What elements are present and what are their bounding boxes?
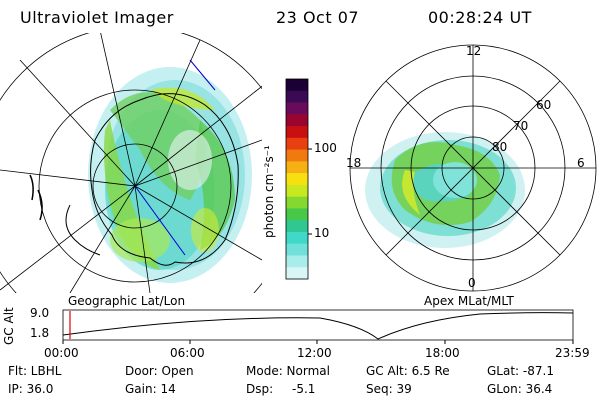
colorbar (285, 78, 312, 280)
mlat-label-80: 80 (492, 140, 508, 154)
mlt-label-0: 0 (468, 276, 476, 290)
colorbar-segment (286, 102, 308, 115)
status-glon: GLon: 36.4 (487, 382, 553, 396)
colorbar-tick-10: 10 (314, 226, 330, 240)
status-filter: Flt: LBHL (8, 364, 62, 378)
colorbar-segment (286, 126, 308, 139)
time-label: 00:28:24 UT (428, 8, 532, 27)
timeline-xtick-2359: 23:59 (555, 346, 590, 360)
right-mlat-grid (349, 44, 597, 292)
mlat-label-70: 70 (513, 119, 529, 133)
timeline-ytick-bottom: 1.8 (30, 326, 50, 340)
terminator-line (134, 185, 186, 256)
colorbar-segment (286, 79, 308, 92)
status-dsp-label: Dsp: (246, 382, 274, 396)
magnetic-polar-map (349, 44, 597, 292)
status-ip: IP: 36.0 (8, 382, 54, 396)
left-latlon-grid (0, 33, 262, 293)
left-aurora-image (88, 67, 252, 283)
colorbar-segment (286, 220, 308, 233)
date-label: 23 Oct 07 (276, 8, 360, 27)
colorbar-segment (286, 149, 308, 162)
colorbar-segment (286, 208, 308, 221)
status-mode: Mode: Normal (246, 364, 330, 378)
timeline-ytick-top: 9.0 (30, 306, 50, 320)
timeline-xtick-0600: 06:00 (170, 346, 205, 360)
timeline-xtick-1800: 18:00 (425, 346, 460, 360)
colorbar-segment (286, 231, 308, 245)
status-seq: Seq: 39 (366, 382, 412, 396)
colorbar-segment (286, 161, 308, 174)
mlt-label-18: 18 (346, 156, 362, 170)
coastline-outline (65, 93, 239, 266)
right-map-caption: Apex MLat/MLT (424, 294, 514, 308)
colorbar-segment (286, 137, 308, 151)
mlat-label-60: 60 (536, 98, 552, 112)
colorbar-segment (286, 255, 308, 268)
colorbar-segment (286, 267, 308, 280)
geographic-map (0, 33, 262, 293)
status-door: Door: Open (125, 364, 194, 378)
status-gain: Gain: 14 (125, 382, 176, 396)
colorbar-segment (286, 243, 308, 256)
colorbar-segment (286, 173, 308, 186)
instrument-title: Ultraviolet Imager (20, 8, 174, 27)
colorbar-segment (286, 114, 308, 127)
colorbar-units: photon cm⁻²s⁻¹ (262, 145, 276, 238)
left-map-caption: Geographic Lat/Lon (68, 294, 186, 308)
status-dsp-value: -5.1 (292, 382, 316, 396)
status-gc-alt: GC Alt: 6.5 Re (366, 364, 450, 378)
gc-alt-timeline (62, 309, 574, 344)
mlt-label-6: 6 (577, 156, 585, 170)
colorbar-segment (286, 184, 308, 198)
timeline-ylabel: GC Alt (2, 307, 16, 345)
mlt-label-12: 12 (466, 44, 482, 58)
colorbar-segment (286, 90, 308, 104)
timeline-xtick-0000: 00:00 (44, 346, 79, 360)
colorbar-tick-100: 100 (314, 141, 337, 155)
status-glat: GLat: -87.1 (487, 364, 554, 378)
timeline-xtick-1200: 12:00 (297, 346, 332, 360)
colorbar-segment (286, 196, 308, 209)
